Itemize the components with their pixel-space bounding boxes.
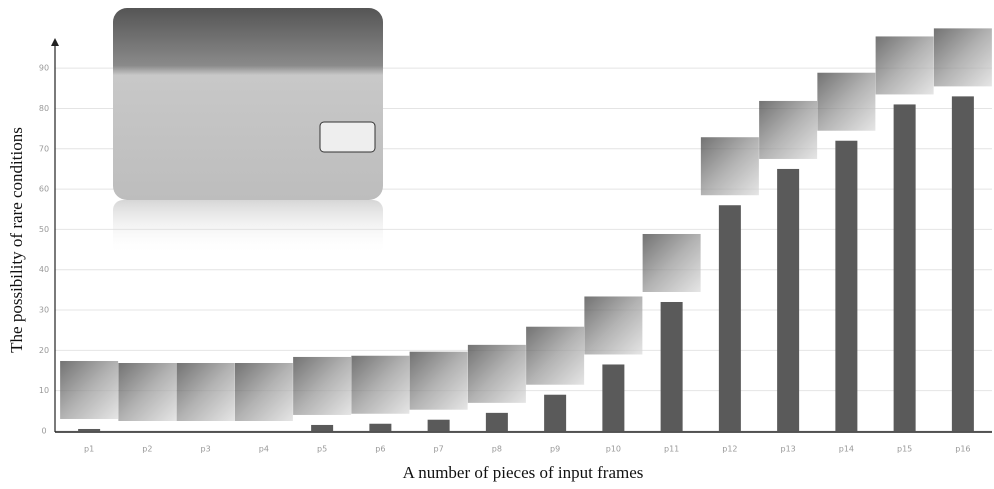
bar (311, 425, 333, 431)
x-tick-label: p2 (142, 445, 152, 454)
frame-thumbnail (235, 363, 293, 421)
y-tick-label: 60 (39, 185, 49, 194)
bar (952, 96, 974, 431)
x-tick-label: p12 (722, 445, 737, 454)
photo-vehicle (320, 122, 375, 152)
frame-thumbnail (60, 361, 118, 419)
bar (719, 205, 741, 431)
bar (777, 169, 799, 431)
frame-thumbnail (468, 345, 526, 403)
x-tick-label: p6 (375, 445, 385, 454)
x-tick-label: p3 (201, 445, 211, 454)
x-tick-label: p1 (84, 445, 94, 454)
frame-thumbnail (643, 234, 701, 292)
y-tick-label: 50 (39, 225, 49, 234)
frame-thumbnail (351, 356, 409, 414)
frame-thumbnail (934, 28, 992, 86)
x-tick-label: p15 (897, 445, 912, 454)
bar (544, 395, 566, 431)
x-tick-label: p10 (606, 445, 621, 454)
frame-thumbnail (876, 36, 934, 94)
y-tick-label: 30 (39, 306, 49, 315)
y-tick-label: 70 (39, 144, 49, 153)
y-tick-label: 20 (39, 346, 49, 355)
x-tick-label: p14 (839, 445, 854, 454)
x-tick-label: p9 (550, 445, 560, 454)
x-tick-label: p13 (780, 445, 795, 454)
frame-thumbnail (293, 357, 351, 415)
y-tick-label: 40 (39, 265, 49, 274)
bar (835, 141, 857, 431)
frame-thumbnail (410, 352, 468, 410)
y-tick-label: 10 (39, 386, 49, 395)
y-tick-label: 90 (39, 64, 49, 73)
scene-photo (113, 8, 383, 200)
x-tick-label: p11 (664, 445, 679, 454)
frame-thumbnail (701, 137, 759, 195)
x-tick-label: p8 (492, 445, 502, 454)
bar (78, 429, 100, 431)
chart: A number of pieces of input frames The p… (0, 0, 994, 489)
frame-thumbnail (759, 101, 817, 159)
y-tick-label: 0 (41, 427, 46, 436)
bar (602, 364, 624, 431)
x-tick-label: p16 (955, 445, 970, 454)
bar (428, 420, 450, 431)
bar (894, 104, 916, 431)
bar (369, 424, 391, 431)
frame-thumbnail (817, 73, 875, 131)
x-tick-label: p5 (317, 445, 327, 454)
y-tick-label: 80 (39, 104, 49, 113)
y-axis-title: The possibility of rare conditions (7, 127, 26, 353)
bar (486, 413, 508, 431)
frame-thumbnail (118, 363, 176, 421)
x-tick-label: p7 (434, 445, 444, 454)
page: {"chart_data": {"type": "bar", "xlabel":… (0, 0, 994, 489)
frame-thumbnail (177, 363, 235, 421)
frame-thumbnail (584, 296, 642, 354)
x-axis-title: A number of pieces of input frames (403, 463, 644, 482)
frame-thumbnail (526, 327, 584, 385)
photo-reflection (113, 200, 383, 255)
bar (661, 302, 683, 431)
x-tick-label: p4 (259, 445, 269, 454)
y-axis-arrow (51, 38, 59, 46)
